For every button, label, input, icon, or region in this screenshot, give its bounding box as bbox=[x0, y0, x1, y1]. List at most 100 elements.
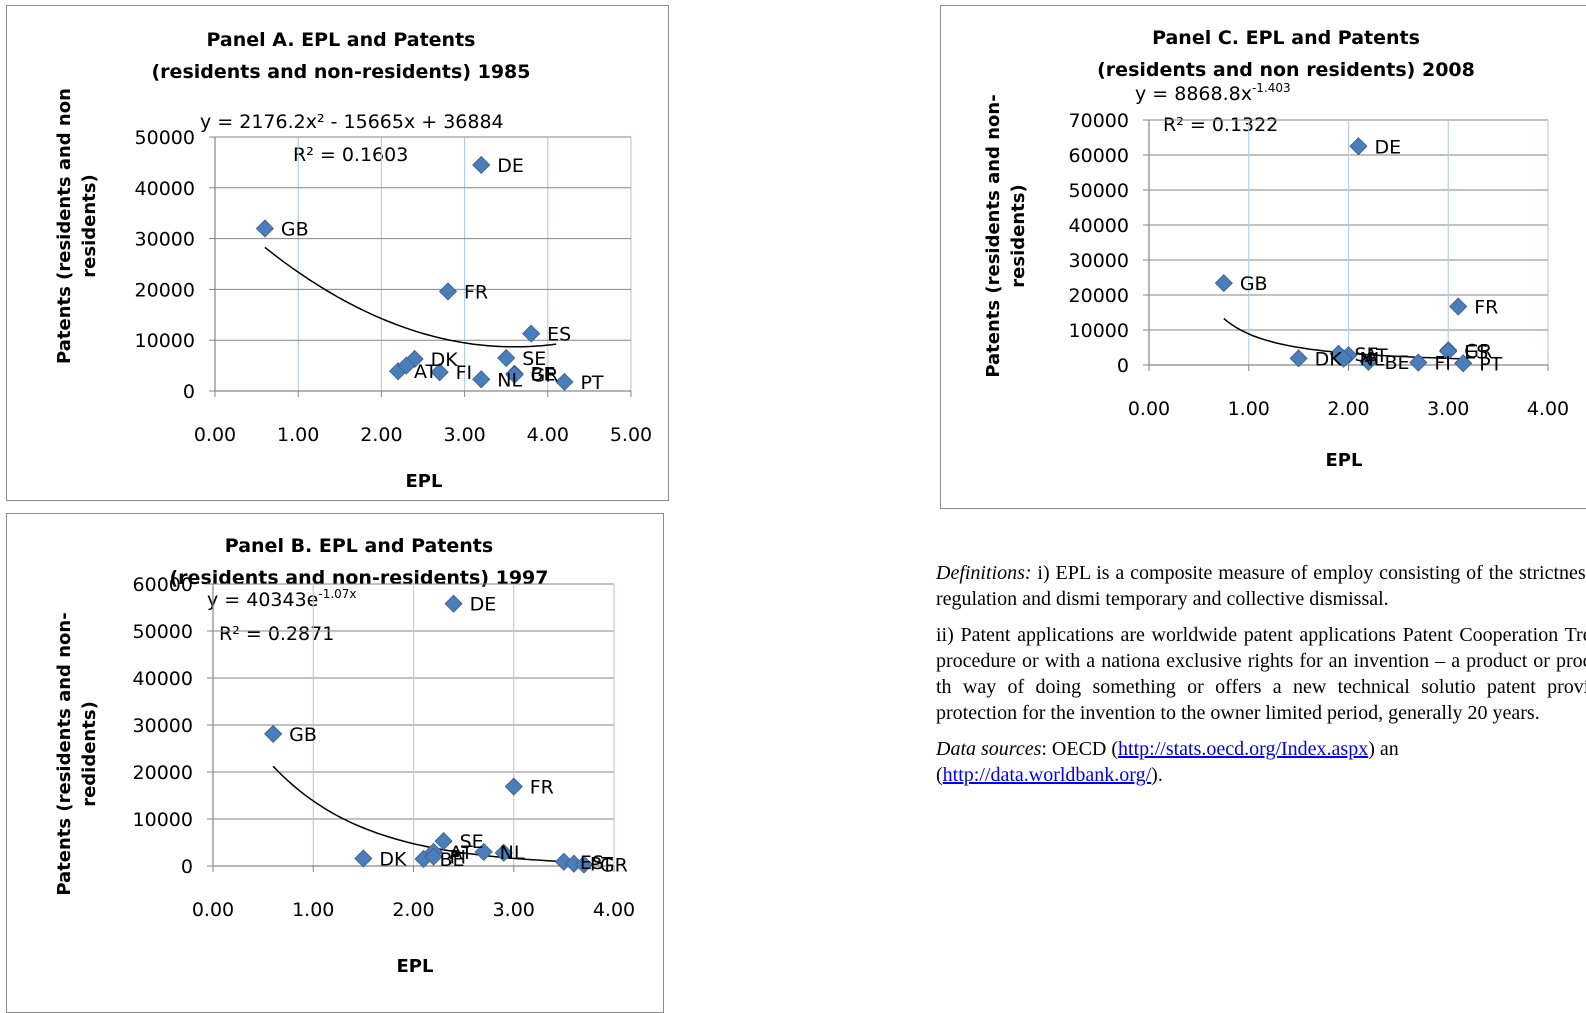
y-tick-label: 70000 bbox=[1069, 110, 1129, 132]
y-axis-label: Patents (residents and non- bbox=[983, 94, 1004, 377]
x-axis-label: EPL bbox=[1326, 450, 1363, 471]
y-tick-label: 0 bbox=[183, 381, 195, 403]
point-label: FR bbox=[530, 777, 554, 799]
y-tick-label: 10000 bbox=[1069, 320, 1129, 342]
chart-panel-b: Panel B. EPL and Patents (residents and … bbox=[6, 513, 664, 1013]
chart-c-svg: Panel C. EPL and Patents (residents and … bbox=[983, 27, 1570, 471]
x-tick-label: 0.00 bbox=[1128, 398, 1170, 420]
point-label: FI bbox=[450, 847, 467, 869]
plot-area: 0.00 1.00 2.00 3.00 4.00 0 10000 20000 30000 4000… bbox=[1069, 110, 1570, 420]
y-tick-label: 10000 bbox=[135, 330, 195, 352]
data-point bbox=[1334, 349, 1353, 368]
definitions-text: i) EPL is a composite measure of employ … bbox=[936, 562, 1586, 610]
data-point bbox=[1289, 349, 1308, 368]
data-point bbox=[522, 324, 541, 343]
point-label: DK bbox=[431, 349, 459, 371]
x-tick-label: 2.00 bbox=[360, 424, 402, 446]
data-point bbox=[472, 155, 491, 175]
point-label: ES bbox=[580, 852, 604, 874]
data-point bbox=[354, 849, 373, 868]
point-label: FI bbox=[1434, 353, 1451, 375]
y-tick-label: 40000 bbox=[135, 178, 195, 200]
y-tick-label: 30000 bbox=[135, 229, 195, 251]
point-label: SE bbox=[1355, 344, 1379, 366]
x-tick-label: 0.00 bbox=[192, 899, 234, 921]
data-point bbox=[434, 832, 453, 851]
data-point bbox=[1409, 353, 1428, 372]
trendline bbox=[272, 765, 584, 864]
data-sources-text: : OECD ( bbox=[1041, 738, 1119, 760]
data-point bbox=[438, 282, 458, 301]
chart-b-svg: Panel B. EPL and Patents (residents and … bbox=[54, 535, 635, 977]
data-sources-open: ( bbox=[936, 764, 943, 786]
data-point bbox=[397, 356, 416, 375]
point-label: GB bbox=[289, 724, 317, 746]
patent-definition-paragraph: ii) Patent applications are worldwide pa… bbox=[936, 624, 1586, 724]
y-tick-label: 30000 bbox=[133, 715, 193, 737]
x-axis-label: EPL bbox=[406, 471, 443, 492]
point-label: NL bbox=[1360, 349, 1385, 371]
data-sources-label: Data sources bbox=[936, 738, 1042, 760]
data-sources-end: ). bbox=[1151, 764, 1163, 786]
point-label: GR bbox=[600, 855, 628, 877]
point-label: FR bbox=[1474, 297, 1498, 319]
data-point bbox=[1349, 137, 1368, 156]
y-tick-label: 20000 bbox=[1069, 285, 1129, 307]
x-tick-label: 1.00 bbox=[1228, 398, 1270, 420]
trendline bbox=[264, 246, 557, 348]
y-tick-label: 60000 bbox=[1069, 145, 1129, 167]
data-sources-mid: ) an bbox=[1368, 738, 1399, 760]
definitions-label: Definitions: bbox=[936, 562, 1032, 584]
x-tick-label: 1.00 bbox=[292, 899, 334, 921]
x-tick-label: 3.00 bbox=[1427, 398, 1469, 420]
y-tick-label: 10000 bbox=[133, 809, 193, 831]
y-tick-label: 50000 bbox=[135, 127, 195, 149]
point-label: FR bbox=[464, 281, 488, 303]
y-axis-label: redidents) bbox=[79, 701, 100, 807]
trendline-equation: y = 8868.8x-1.403 bbox=[1135, 81, 1291, 105]
point-label: AT bbox=[1365, 345, 1389, 367]
y-axis-label: Patents (residents and non bbox=[54, 88, 75, 364]
worldbank-link[interactable]: http://data.worldbank.org/ bbox=[942, 764, 1152, 786]
definitions-notes: Definitions: i) EPL is a composite measu… bbox=[936, 560, 1586, 798]
point-label: GB bbox=[1240, 273, 1268, 295]
point-label: BE bbox=[1384, 352, 1409, 374]
x-tick-label: 5.00 bbox=[610, 424, 652, 446]
point-label: NL bbox=[497, 369, 522, 391]
x-tick-label: 2.00 bbox=[392, 899, 434, 921]
data-point bbox=[264, 724, 283, 743]
chart-panel-c: Panel C. EPL and Patents (residents and … bbox=[940, 5, 1586, 509]
data-point bbox=[1454, 354, 1473, 373]
x-tick-label: 1.00 bbox=[277, 424, 319, 446]
chart-title: (residents and non-residents) 1985 bbox=[152, 61, 531, 83]
x-tick-label: 0.00 bbox=[194, 424, 236, 446]
point-label: SE bbox=[460, 831, 484, 853]
point-label: DE bbox=[470, 594, 497, 616]
eq-exp: -1.403 bbox=[1252, 81, 1291, 95]
y-tick-label: 50000 bbox=[133, 621, 193, 643]
oecd-link[interactable]: http://stats.oecd.org/Index.aspx bbox=[1118, 738, 1369, 760]
eq-main: y = 8868.8x bbox=[1135, 83, 1252, 105]
y-tick-label: 20000 bbox=[135, 279, 195, 301]
point-label: GB bbox=[281, 218, 309, 240]
point-label: BE bbox=[531, 364, 556, 386]
chart-a-svg: Panel A. EPL and Patents (residents and … bbox=[54, 29, 652, 492]
x-tick-label: 4.00 bbox=[1527, 398, 1569, 420]
eq-main: y = 40343e bbox=[207, 589, 318, 611]
chart-panel-a: Panel A. EPL and Patents (residents and … bbox=[6, 5, 669, 501]
point-label: ES bbox=[1464, 341, 1488, 363]
data-point bbox=[472, 370, 491, 389]
data-point bbox=[430, 363, 449, 382]
point-label: GR bbox=[531, 365, 559, 387]
y-axis-label: Patents (residents and non- bbox=[54, 612, 75, 895]
trendline-equation: y = 40343e-1.07x bbox=[207, 587, 357, 611]
point-label: DK bbox=[1315, 348, 1343, 370]
y-axis-label: residents) bbox=[79, 174, 100, 277]
y-tick-label: 0 bbox=[1117, 355, 1129, 377]
data-point bbox=[494, 843, 513, 862]
data-point bbox=[505, 365, 524, 384]
data-point bbox=[1214, 274, 1233, 293]
y-tick-label: 0 bbox=[181, 856, 193, 878]
data-point bbox=[1359, 352, 1378, 371]
x-tick-label: 3.00 bbox=[443, 424, 485, 446]
